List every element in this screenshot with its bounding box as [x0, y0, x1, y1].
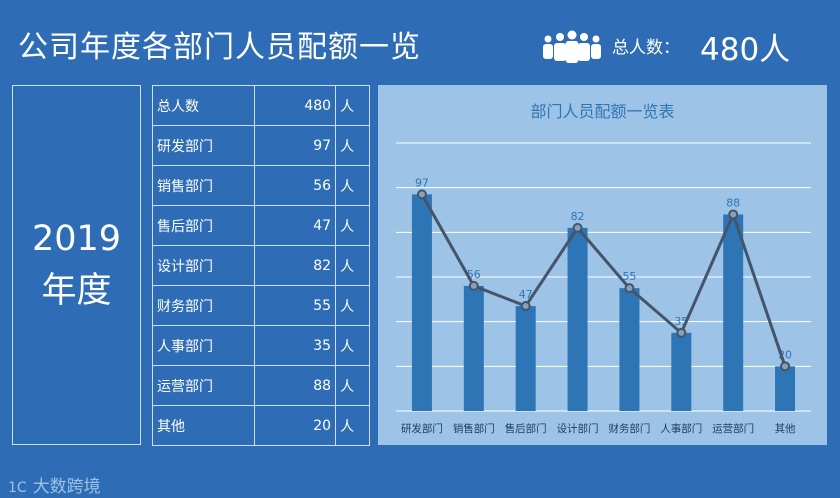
category-label: 设计部门: [557, 422, 599, 435]
dept-unit: 人: [335, 85, 370, 126]
year-number: 2019: [31, 219, 122, 259]
bar: [567, 227, 588, 411]
table-row: 财务部门 55 人: [151, 285, 370, 326]
table-row: 研发部门 97 人: [151, 125, 370, 166]
line-point: [728, 209, 739, 220]
table-row: 销售部门 56 人: [151, 165, 370, 206]
dept-name: 研发部门: [151, 125, 256, 166]
category-label: 售后部门: [505, 422, 547, 435]
watermark-logo: 1C 大数跨境: [8, 472, 101, 497]
category-label: 人事部门: [660, 422, 702, 435]
category-label: 销售部门: [453, 422, 495, 435]
total-label: 总人数：: [612, 38, 680, 58]
dept-unit: 人: [335, 405, 370, 446]
dept-unit: 人: [335, 125, 370, 166]
category-label: 研发部门: [401, 422, 443, 435]
dept-name: 其他: [151, 405, 256, 446]
bar: [463, 285, 484, 411]
dept-unit: 人: [335, 285, 370, 326]
dept-unit: 人: [335, 165, 370, 206]
table-row: 其他 20 人: [151, 405, 370, 446]
data-label: 47: [519, 288, 533, 301]
department-table: 总人数 480 人研发部门 97 人销售部门 56 人售后部门 47 人设计部门 82 人财务部门 5…: [151, 85, 370, 446]
table-row: 人事部门 35 人: [151, 325, 370, 366]
dept-value: 47: [254, 205, 337, 246]
dept-unit: 人: [335, 365, 370, 406]
line-point: [520, 301, 531, 312]
category-label: 其他: [775, 422, 796, 435]
dept-name: 售后部门: [151, 205, 256, 246]
series-line: [420, 193, 787, 367]
dept-value: 56: [254, 165, 337, 206]
bar: [411, 194, 432, 411]
dept-name: 运营部门: [151, 365, 256, 406]
people-group-icon: [543, 30, 601, 63]
dept-name: 人事部门: [151, 325, 256, 366]
dept-value: 55: [254, 285, 337, 326]
bar: [775, 366, 796, 411]
dept-value: 480: [254, 85, 337, 126]
line-point: [780, 361, 791, 372]
line-point: [572, 222, 583, 233]
line-point: [468, 280, 479, 291]
total-value: 480人: [700, 32, 791, 68]
table-row: 总人数 480 人: [151, 85, 370, 126]
data-label: 97: [415, 176, 429, 189]
dept-unit: 人: [335, 245, 370, 286]
bar: [619, 288, 640, 411]
chart-panel: 部门人员配额一览表 97 研发部门 56 销售部门 47 售后部门 82 设计部门 55 财务部门 3…: [378, 85, 827, 445]
chart-title: 部门人员配额一览表: [530, 102, 674, 121]
page-title: 公司年度各部门人员配额一览: [18, 30, 421, 65]
dept-value: 88: [254, 365, 337, 406]
department-chart: 部门人员配额一览表97研发部门56销售部门47售后部门82设计部门55财务部门3…: [396, 102, 811, 435]
logo-mark: 1C: [8, 480, 27, 496]
bar: [515, 306, 536, 411]
category-label: 运营部门: [712, 422, 754, 435]
line-point: [416, 189, 427, 200]
dept-name: 总人数: [151, 85, 256, 126]
bar: [671, 332, 692, 411]
dept-value: 97: [254, 125, 337, 166]
table-row: 运营部门 88 人: [151, 365, 370, 406]
dept-name: 财务部门: [151, 285, 256, 326]
data-label: 88: [726, 196, 740, 209]
dept-unit: 人: [335, 205, 370, 246]
dept-value: 20: [254, 405, 337, 446]
dept-unit: 人: [335, 325, 370, 366]
table-row: 设计部门 82 人: [151, 245, 370, 286]
logo-text: 大数跨境: [32, 477, 101, 497]
dept-value: 82: [254, 245, 337, 286]
table-row: 售后部门 47 人: [151, 205, 370, 246]
line-point: [624, 283, 635, 294]
bar: [723, 214, 744, 411]
data-label: 82: [571, 210, 585, 223]
year-box: 2019 年度: [12, 85, 141, 445]
dept-value: 35: [254, 325, 337, 366]
dept-name: 设计部门: [151, 245, 256, 286]
dept-name: 销售部门: [151, 165, 256, 206]
data-label: 55: [622, 270, 636, 283]
year-suffix: 年度: [41, 271, 112, 311]
category-label: 财务部门: [608, 422, 650, 435]
line-point: [676, 327, 687, 338]
